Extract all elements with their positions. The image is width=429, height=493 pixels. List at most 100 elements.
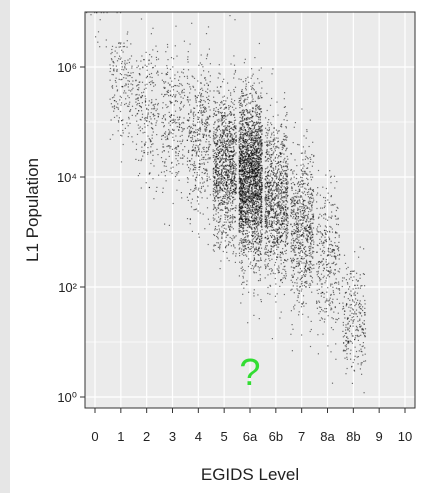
data-point [260, 259, 262, 261]
data-point [189, 193, 191, 195]
data-point [148, 81, 150, 84]
data-point [259, 123, 261, 125]
data-point [217, 158, 219, 160]
data-point [199, 110, 201, 112]
data-point [239, 152, 241, 154]
data-point [203, 146, 205, 148]
data-point [242, 81, 244, 83]
data-point [209, 81, 211, 83]
data-point [116, 52, 118, 54]
data-point [213, 137, 215, 139]
data-point [240, 150, 242, 152]
data-point [245, 178, 247, 180]
data-point [240, 180, 242, 182]
data-point [116, 12, 118, 14]
data-point [245, 152, 247, 154]
data-point [234, 236, 236, 238]
data-point [281, 188, 284, 191]
data-point [218, 169, 220, 172]
data-point [247, 156, 250, 158]
data-point [245, 87, 247, 89]
data-point [248, 147, 250, 149]
data-point [128, 97, 130, 99]
data-point [249, 159, 251, 161]
data-point [124, 103, 126, 106]
data-point [276, 186, 278, 188]
data-point [247, 167, 249, 169]
data-point [220, 260, 222, 262]
data-point [248, 193, 250, 195]
data-point [229, 195, 231, 197]
data-point [249, 109, 251, 111]
data-point [281, 166, 283, 168]
data-point [165, 165, 167, 167]
data-point [238, 139, 240, 141]
data-point [205, 135, 207, 137]
data-point [208, 131, 210, 133]
data-point [121, 78, 123, 80]
data-point [272, 171, 274, 173]
data-point [248, 131, 250, 133]
data-point [219, 173, 221, 175]
data-point [178, 79, 180, 81]
data-point [112, 74, 114, 76]
data-point [246, 123, 248, 125]
data-point [187, 99, 189, 101]
data-point [186, 119, 188, 121]
data-point [240, 131, 242, 133]
data-point [120, 42, 122, 44]
data-point [238, 242, 241, 244]
data-point [241, 145, 243, 148]
data-point [204, 111, 206, 113]
data-point [233, 161, 236, 163]
data-point [113, 68, 115, 70]
data-point [219, 187, 222, 189]
data-point [260, 253, 262, 255]
data-point [258, 134, 260, 136]
data-point [256, 131, 258, 133]
data-point [153, 198, 155, 200]
data-point [249, 210, 251, 212]
data-point [190, 126, 192, 128]
data-point [246, 241, 248, 243]
data-point [176, 174, 178, 176]
data-point [165, 139, 167, 141]
data-point [147, 112, 149, 114]
data-point [217, 171, 219, 173]
data-point [285, 217, 287, 219]
data-point [261, 170, 263, 172]
data-point [240, 102, 242, 104]
data-point [213, 109, 215, 111]
data-point [244, 206, 246, 208]
data-point [252, 206, 254, 209]
data-point [111, 106, 113, 108]
data-point [234, 174, 236, 176]
data-point [144, 95, 146, 97]
data-point [259, 241, 261, 243]
data-point [244, 156, 247, 158]
data-point [231, 175, 233, 177]
data-point [221, 148, 223, 150]
data-point [194, 125, 196, 127]
data-point [183, 104, 185, 106]
data-point [151, 101, 153, 103]
data-point [278, 271, 280, 273]
data-point [218, 111, 220, 113]
data-point [223, 121, 225, 123]
data-point [168, 132, 170, 134]
data-point [265, 225, 267, 227]
data-point [222, 104, 224, 106]
data-point [203, 162, 205, 164]
data-point [253, 177, 255, 179]
data-point [278, 270, 280, 272]
data-point [221, 102, 223, 104]
data-point [243, 139, 245, 141]
data-point [177, 172, 179, 174]
data-point [220, 150, 222, 152]
data-point [240, 184, 242, 186]
data-point [96, 12, 98, 14]
data-point [163, 95, 165, 98]
data-point [250, 154, 252, 156]
data-point [153, 82, 155, 84]
data-point [189, 218, 191, 220]
